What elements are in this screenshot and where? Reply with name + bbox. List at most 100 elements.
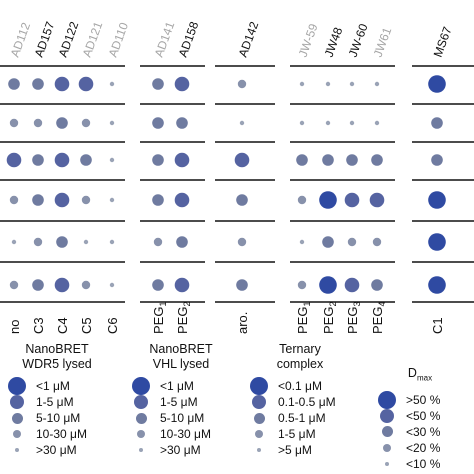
- linker-label: PEG2: [175, 302, 192, 334]
- legend-dot: [11, 412, 23, 424]
- data-dot: [109, 282, 115, 288]
- data-dot: [349, 120, 355, 126]
- legend-label: <1 μM: [36, 379, 70, 393]
- legend-ternary: Ternary complex <0.1 μM 0.1-0.5 μM 0.5-1 μ…: [240, 342, 360, 458]
- data-dot: [325, 81, 331, 87]
- data-dot: [174, 277, 190, 293]
- data-dot: [428, 276, 446, 294]
- legend-title-main: D: [407, 366, 417, 380]
- data-dot: [152, 194, 164, 206]
- legend-items: <0.1 μM 0.1-0.5 μM 0.5-1 μM 1-5 μM >5 μM: [240, 377, 360, 458]
- data-dot: [428, 191, 446, 209]
- legend-title-sub: max: [416, 373, 433, 383]
- legend-dot: [134, 395, 148, 409]
- legend-item: >30 μM: [6, 442, 114, 458]
- linker-label: PEG2: [321, 302, 338, 334]
- data-dot: [32, 78, 44, 90]
- data-dot: [344, 277, 360, 293]
- data-dot: [297, 280, 307, 290]
- data-dot: [176, 117, 188, 129]
- legend-swatch: [248, 377, 270, 395]
- legend-item: <0.1 μM: [248, 377, 360, 395]
- linker-label: C3: [31, 317, 46, 334]
- data-dot: [236, 279, 248, 291]
- linker-label-subscript: 2: [328, 302, 338, 307]
- legend-dmax: Dmax >50 % <50 % <30 % <20 % <10 %: [370, 342, 470, 472]
- legend-swatch: [376, 461, 398, 466]
- legend-swatch: [248, 395, 270, 409]
- legend-item: >5 μM: [248, 442, 360, 458]
- legend-item: 0.5-1 μM: [248, 410, 360, 426]
- linker-label-subscript: 1: [158, 302, 168, 307]
- legend-item: >50 %: [376, 390, 470, 409]
- legend-label: >50 %: [406, 392, 441, 407]
- legend-label: 1-5 μM: [278, 427, 316, 441]
- data-dot: [349, 81, 355, 87]
- legend-swatch: [248, 412, 270, 424]
- legend-swatch: [376, 426, 398, 437]
- legend-dot: [137, 430, 145, 438]
- legend-title-line2: complex: [276, 357, 324, 371]
- legend-dot: [383, 443, 391, 452]
- legend-wdr5: NanoBRET WDR5 lysed <1 μM 1-5 μM 5-10 μM 10…: [0, 342, 114, 458]
- compound-label: AD112: [8, 20, 34, 59]
- data-dot: [369, 192, 385, 208]
- linker-label: C6: [105, 317, 120, 334]
- linker-label: C1: [430, 317, 445, 334]
- legend-swatch: [130, 448, 152, 452]
- legend-swatch: [130, 395, 152, 409]
- legend-dot: [135, 412, 147, 424]
- data-dot: [83, 239, 89, 245]
- legend-label: <30 %: [406, 424, 441, 439]
- legend-dot: [385, 461, 389, 466]
- data-dot: [9, 118, 19, 128]
- data-dot: [428, 233, 446, 251]
- compound-label: AD141: [152, 19, 178, 59]
- legend-swatch: [376, 443, 398, 452]
- legend-label: <20 %: [406, 440, 441, 455]
- linker-label: C4: [55, 317, 70, 334]
- data-dot: [299, 120, 305, 126]
- legend-dot: [257, 448, 261, 452]
- data-dot: [54, 277, 70, 293]
- legend-item: 10-30 μM: [6, 426, 114, 442]
- legend-title-line1: Ternary: [279, 342, 321, 356]
- legend-item: <1 μM: [6, 377, 114, 395]
- data-dot: [234, 152, 250, 168]
- linker-label: no: [7, 320, 22, 334]
- legend-label: <1 μM: [160, 379, 194, 393]
- legend-dot: [132, 377, 150, 395]
- data-dot: [54, 152, 70, 168]
- legend-swatch: [376, 408, 398, 423]
- data-dot: [296, 154, 308, 166]
- legend-label: >30 μM: [160, 443, 201, 457]
- data-dot: [176, 236, 188, 248]
- data-dot: [322, 154, 334, 166]
- compound-label: JW-60: [346, 22, 371, 59]
- linker-label: PEG1: [295, 302, 312, 334]
- compound-label: AD122: [56, 19, 82, 59]
- data-dot: [431, 117, 443, 129]
- compound-label: AD121: [80, 19, 106, 59]
- data-dot: [344, 192, 360, 208]
- legend-swatch: [130, 430, 152, 438]
- legend-title-line2: VHL lysed: [152, 357, 210, 371]
- legend-dot: [381, 426, 393, 437]
- data-dot: [174, 192, 190, 208]
- data-dot: [54, 76, 70, 92]
- linker-label: aro.: [235, 312, 250, 334]
- linker-label-subscript: 1: [302, 302, 312, 307]
- data-dot: [109, 157, 115, 163]
- legend-swatch: [6, 377, 28, 395]
- compound-label: AD110: [106, 20, 132, 59]
- compound-label: JW48: [322, 25, 346, 59]
- linker-label-subscript: 3: [352, 302, 362, 307]
- legend-item: >30 μM: [130, 442, 238, 458]
- legend-item: 0.1-0.5 μM: [248, 394, 360, 410]
- legend-items: >50 % <50 % <30 % <20 % <10 %: [370, 390, 470, 472]
- legend-dot: [15, 448, 19, 452]
- legend-swatch: [248, 448, 270, 452]
- data-dot: [81, 195, 91, 205]
- data-dot: [32, 194, 44, 206]
